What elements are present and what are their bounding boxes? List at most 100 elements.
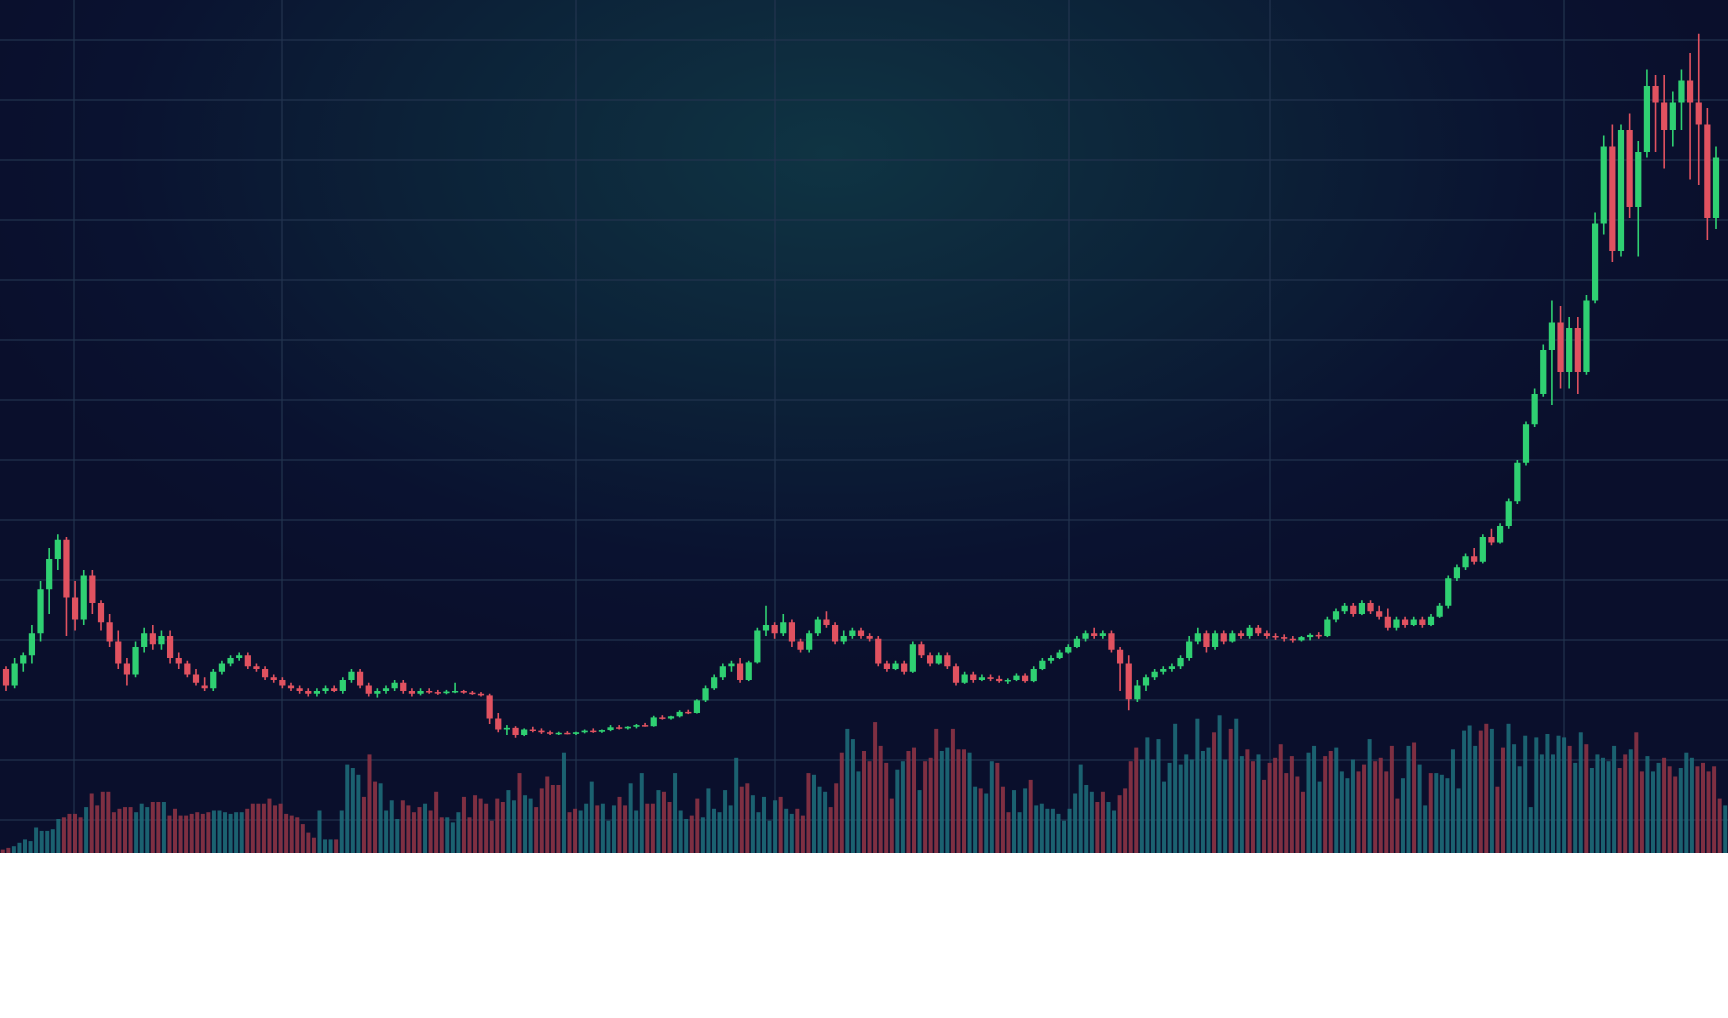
volume-bar — [1439, 774, 1444, 853]
candle-body — [1099, 633, 1106, 636]
candle — [192, 669, 200, 686]
volume-bar — [1356, 771, 1361, 853]
volume-bar — [1639, 771, 1644, 853]
volume-bar — [189, 813, 194, 853]
volume-bar — [1323, 756, 1328, 853]
volume-bar — [234, 812, 239, 853]
candle — [1695, 33, 1702, 185]
candle-body — [823, 619, 830, 625]
candle — [1427, 614, 1435, 627]
candle — [1376, 605, 1383, 620]
volume-bar — [1306, 752, 1311, 853]
candle — [676, 710, 683, 718]
volume-bar — [962, 749, 967, 853]
candle — [71, 581, 79, 631]
volume-bar — [278, 803, 283, 853]
candle-body — [201, 685, 208, 689]
candle-body — [123, 663, 131, 675]
volume-bar — [1139, 759, 1144, 853]
volume-bar — [545, 776, 550, 853]
volume-bar — [1295, 776, 1300, 853]
volume-bar — [1223, 759, 1228, 853]
volume-bar — [1545, 734, 1550, 853]
volume-bar — [995, 762, 1000, 853]
candle-body — [89, 575, 96, 603]
candle-body — [857, 630, 865, 636]
candle-body — [175, 658, 182, 664]
candle — [624, 726, 631, 730]
volume-bar — [1723, 805, 1728, 853]
volume-bar — [211, 810, 216, 853]
candle-body — [918, 644, 925, 656]
candle — [391, 680, 398, 691]
candle-body — [529, 729, 536, 731]
candle — [702, 685, 709, 702]
candle-body — [1341, 605, 1348, 612]
volume-bar — [317, 810, 322, 853]
candle — [1151, 669, 1158, 680]
candle-body — [883, 663, 891, 669]
candle — [1678, 69, 1685, 130]
candle-body — [227, 658, 234, 664]
candle — [1635, 141, 1642, 257]
candle-body — [1039, 660, 1046, 669]
candle — [1237, 630, 1245, 639]
candle — [1686, 53, 1694, 180]
candle — [149, 625, 156, 650]
volume-bar — [217, 810, 222, 853]
candle — [287, 682, 295, 691]
candle — [866, 633, 873, 642]
candle — [11, 658, 18, 689]
volume-bar — [789, 813, 794, 853]
candle — [1496, 523, 1504, 544]
candle-body — [1116, 649, 1124, 664]
candle-body — [1635, 152, 1642, 207]
candle-body — [1263, 633, 1271, 636]
volume-bar — [1228, 728, 1233, 853]
candle — [1073, 636, 1081, 649]
candle — [1315, 632, 1322, 639]
candle — [1591, 212, 1599, 304]
volume-bar — [95, 805, 100, 853]
volume-bar — [1100, 791, 1105, 853]
volume-bar — [350, 768, 355, 853]
volume-bar — [1045, 808, 1050, 853]
candle-body — [685, 711, 692, 714]
candle-body — [1211, 633, 1219, 647]
volume-bar — [1717, 798, 1722, 853]
candle-body — [1427, 616, 1435, 625]
volume-bar — [1656, 762, 1661, 853]
candle — [279, 677, 286, 689]
blank-footer — [0, 853, 1728, 1018]
volume-bar — [245, 808, 250, 853]
candle — [1211, 630, 1219, 650]
volume-bar — [200, 813, 205, 853]
candle-body — [184, 663, 191, 675]
volume-bar — [1406, 745, 1411, 853]
volume-bar — [667, 802, 672, 853]
volume-bar — [1462, 730, 1467, 853]
candle-body — [400, 682, 407, 691]
candle-body — [1324, 619, 1331, 636]
candle — [1272, 633, 1279, 640]
candle-body — [1021, 675, 1029, 682]
candle — [374, 688, 381, 698]
candle — [1669, 91, 1676, 147]
volume-bar — [817, 786, 822, 853]
candle-body — [356, 671, 364, 686]
candle-body — [408, 691, 416, 694]
candle — [883, 660, 891, 672]
volume-bar — [984, 793, 989, 853]
candle — [97, 600, 105, 631]
candle-body — [667, 716, 675, 719]
candle — [1065, 644, 1072, 654]
candle-body — [54, 539, 61, 559]
candle-body — [279, 680, 286, 686]
volume-bar — [695, 798, 700, 853]
volume-bar — [339, 810, 344, 853]
volume-bar — [1417, 764, 1422, 853]
candle — [218, 660, 226, 675]
volume-bar — [1706, 771, 1711, 853]
volume-bar — [628, 783, 633, 853]
volume-bar — [1317, 781, 1322, 853]
